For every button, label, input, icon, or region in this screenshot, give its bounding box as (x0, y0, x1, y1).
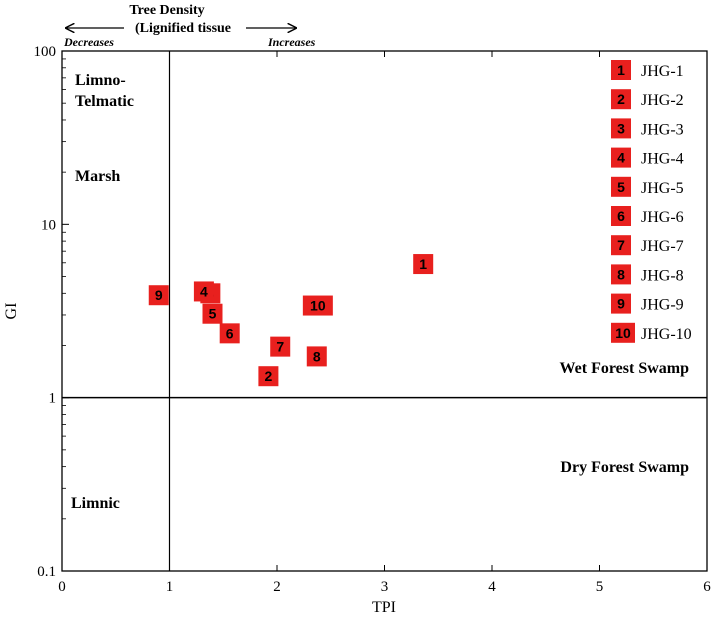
legend-label: JHG-1 (641, 63, 684, 80)
decreases-label: Decreases (63, 35, 114, 49)
legend-label: JHG-4 (641, 151, 684, 168)
legend-label: JHG-5 (641, 180, 684, 197)
legend-marker-label: 3 (617, 120, 625, 136)
legend-marker-label: 8 (617, 266, 625, 282)
legend-marker-label: 4 (617, 150, 625, 166)
data-point-1: 1 (413, 254, 434, 275)
legend-marker (611, 176, 631, 197)
x-tick-label: 6 (703, 579, 711, 595)
x-tick-label: 2 (273, 579, 281, 595)
legend-marker (611, 322, 635, 343)
legend-label: JHG-10 (641, 326, 692, 343)
data-points: 12345678910 (148, 254, 434, 387)
y-axis-ticks: 0.1 1 10 100 (34, 44, 69, 580)
legend-marker (611, 235, 631, 256)
legend-marker-label: 6 (617, 208, 625, 224)
legend-item-7: 7 JHG-7 (611, 235, 684, 256)
legend-item-6: 6 JHG-6 (611, 206, 684, 226)
x-axis-title: TPI (372, 599, 396, 616)
legend-item-2: 2 JHG-2 (611, 89, 684, 110)
data-point-marker (193, 281, 214, 302)
x-tick-label: 3 (381, 579, 389, 595)
data-point-label: 5 (209, 306, 217, 322)
region-limnic: Limnic (71, 495, 120, 512)
data-point-marker (306, 346, 327, 367)
data-point-label: 1 (419, 256, 427, 272)
data-point-label: 6 (226, 325, 234, 341)
legend-marker (611, 60, 631, 80)
legend-marker-label: 1 (617, 62, 625, 78)
data-point-2: 2 (258, 366, 279, 387)
x-tick-label: 0 (58, 579, 66, 595)
x-tick-label: 5 (596, 579, 604, 595)
data-point-10: 10 (302, 295, 333, 316)
y-tick-label: 100 (34, 44, 57, 60)
data-point-marker (219, 323, 240, 344)
x-tick-label: 4 (488, 579, 496, 595)
data-point-7: 7 (270, 336, 291, 357)
region-wet-forest-swamp: Wet Forest Swamp (560, 360, 690, 377)
legend-item-9: 9 JHG-9 (611, 293, 684, 314)
region-limno-telmatic-line1: Limno- (75, 72, 126, 89)
legend-marker (611, 147, 631, 168)
x-tick-label: 1 (166, 579, 174, 595)
legend-item-4: 4 JHG-4 (611, 147, 684, 168)
legend-label: JHG-8 (641, 267, 684, 284)
legend-marker (611, 293, 631, 314)
legend-item-10: 10 JHG-10 (611, 322, 692, 343)
legend-item-1: 1 JHG-1 (611, 60, 684, 80)
y-axis-title: GI (3, 303, 20, 320)
data-point-label: 7 (276, 339, 284, 355)
y-tick-label: 10 (41, 217, 56, 233)
data-point-4: 4 (193, 281, 214, 302)
top-title-line1: Tree Density (129, 3, 204, 18)
legend-marker (611, 89, 631, 110)
legend-label: JHG-3 (641, 121, 684, 138)
increases-label: Increases (267, 35, 316, 49)
legend: 1 JHG-1 2 JHG-2 3 JHG-3 4 JHG-4 5 JHG-5 6 JHG-6 7 JHG… (611, 60, 692, 343)
y-tick-label: 1 (49, 391, 57, 407)
legend-label: JHG-7 (641, 238, 684, 255)
data-point-marker (148, 285, 169, 306)
legend-label: JHG-9 (641, 297, 684, 314)
legend-item-5: 5 JHG-5 (611, 176, 684, 197)
data-point-label: 4 (200, 283, 208, 299)
data-point-label: 10 (310, 298, 326, 314)
legend-marker-label: 5 (617, 179, 625, 195)
y-tick-label: 0.1 (37, 564, 56, 580)
data-point-marker (413, 254, 434, 275)
data-point-marker (270, 336, 291, 357)
data-point-9: 9 (148, 285, 169, 306)
legend-label: JHG-2 (641, 92, 684, 109)
legend-marker-label: 2 (617, 91, 625, 107)
data-point-marker (258, 366, 279, 387)
region-marsh: Marsh (75, 168, 120, 185)
data-point-marker (202, 303, 223, 324)
data-point-8: 8 (306, 346, 327, 367)
legend-marker-label: 10 (615, 325, 631, 341)
legend-marker (611, 206, 631, 226)
legend-marker-label: 7 (617, 237, 625, 253)
data-point-label: 9 (155, 287, 163, 303)
top-title-line2: (Lignified tissue (135, 21, 231, 36)
plot-frame (61, 50, 708, 572)
legend-item-3: 3 JHG-3 (611, 118, 684, 139)
data-point-label: 2 (265, 368, 273, 384)
data-point-5: 5 (202, 303, 223, 324)
region-dry-forest-swamp: Dry Forest Swamp (560, 459, 689, 476)
legend-label: JHG-6 (641, 209, 684, 226)
legend-marker (611, 118, 631, 139)
legend-marker-label: 9 (617, 296, 625, 312)
legend-marker (611, 264, 631, 285)
data-point-label: 8 (313, 348, 321, 364)
data-point-6: 6 (219, 323, 240, 344)
legend-item-8: 8 JHG-8 (611, 264, 684, 285)
region-limno-telmatic-line2: Telmatic (75, 93, 134, 110)
data-point-marker (302, 295, 333, 316)
